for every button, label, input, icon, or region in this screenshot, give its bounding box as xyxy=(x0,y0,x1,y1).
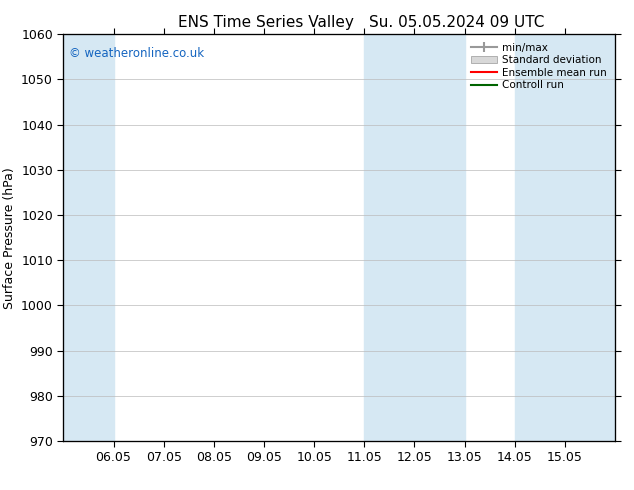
Text: Su. 05.05.2024 09 UTC: Su. 05.05.2024 09 UTC xyxy=(369,15,544,30)
Text: ENS Time Series Valley: ENS Time Series Valley xyxy=(178,15,354,30)
Text: © weatheronline.co.uk: © weatheronline.co.uk xyxy=(69,47,204,59)
Y-axis label: Surface Pressure (hPa): Surface Pressure (hPa) xyxy=(3,167,16,309)
Bar xyxy=(63,34,113,441)
Legend: min/max, Standard deviation, Ensemble mean run, Controll run: min/max, Standard deviation, Ensemble me… xyxy=(467,40,610,94)
Bar xyxy=(415,34,465,441)
Bar xyxy=(565,34,615,441)
Bar xyxy=(365,34,415,441)
Bar xyxy=(515,34,565,441)
